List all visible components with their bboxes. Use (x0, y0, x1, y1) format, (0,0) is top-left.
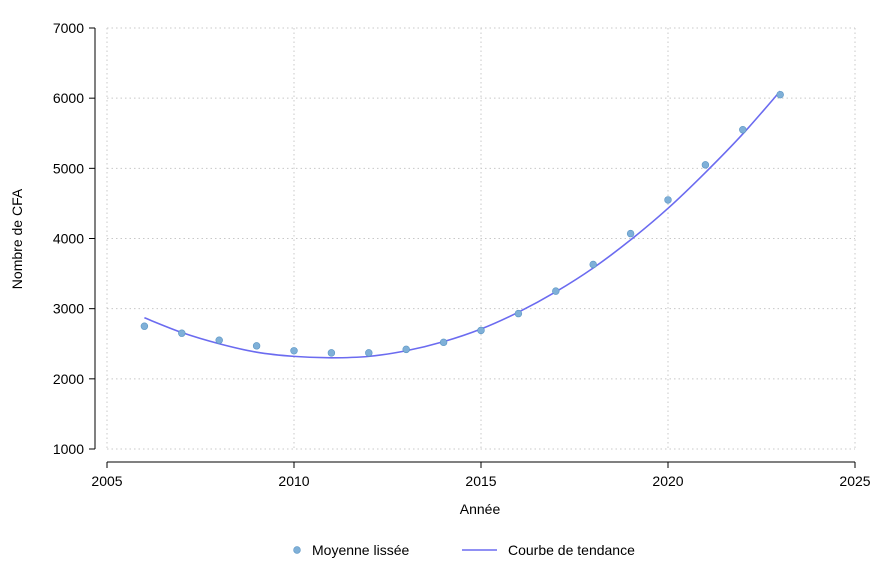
legend: Moyenne lissée Courbe de tendance (293, 542, 635, 558)
x-tick-label: 2025 (839, 473, 870, 489)
trend-line-layer (144, 90, 781, 359)
x-tick-label: 2020 (652, 473, 683, 489)
legend-marker-scatter (293, 546, 301, 554)
data-point (739, 126, 747, 134)
x-tick-label: 2015 (465, 473, 496, 489)
legend-label-scatter: Moyenne lissée (312, 542, 409, 558)
data-point (626, 229, 635, 238)
data-point (514, 309, 523, 318)
data-point (776, 90, 784, 99)
data-point (477, 326, 485, 335)
y-tick-label: 4000 (53, 231, 84, 247)
gridlines (106, 27, 856, 450)
data-point (178, 329, 186, 337)
data-point (664, 196, 672, 204)
data-point (252, 342, 261, 350)
data-point (215, 336, 223, 344)
data-point (552, 287, 560, 295)
y-tick-label: 1000 (53, 441, 84, 457)
trend-line (144, 90, 781, 359)
y-tick-label: 5000 (53, 160, 84, 176)
data-point (290, 347, 298, 355)
x-axis-title: Année (460, 501, 501, 517)
y-tick-label: 6000 (53, 90, 84, 106)
x-tick-label: 2005 (91, 473, 122, 489)
data-point (439, 338, 448, 347)
y-tick-label: 2000 (53, 371, 84, 387)
y-axis-title: Nombre de CFA (9, 188, 25, 289)
data-point (140, 322, 149, 330)
data-point (589, 260, 597, 269)
y-tick-label: 3000 (53, 301, 84, 317)
data-point (701, 161, 710, 169)
scatter-points-layer (140, 90, 784, 357)
data-point (365, 349, 373, 357)
axes: 1000 2000 3000 4000 5000 6000 7000 2005 2010 2015… (53, 20, 871, 489)
legend-label-line: Courbe de tendance (508, 542, 635, 558)
data-point (327, 349, 336, 357)
y-tick-label: 7000 (53, 20, 84, 36)
x-tick-label: 2010 (278, 473, 309, 489)
data-point (402, 345, 410, 354)
